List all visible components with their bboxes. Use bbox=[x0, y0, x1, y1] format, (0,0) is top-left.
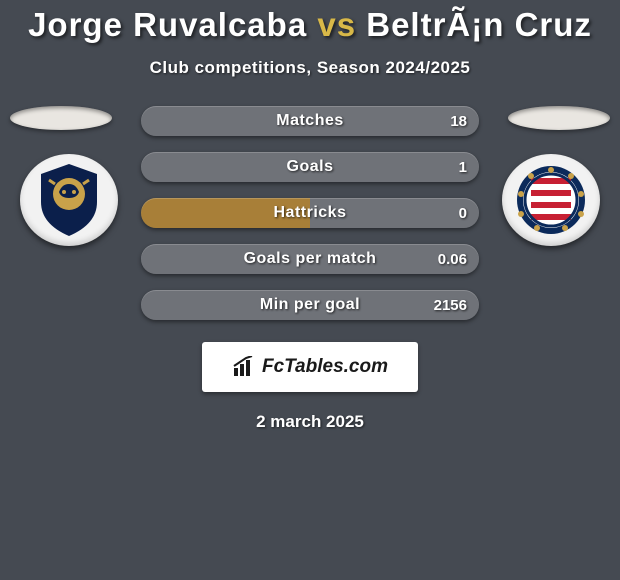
watermark-badge: FcTables.com bbox=[202, 342, 418, 392]
stat-value-right: 2156 bbox=[434, 297, 467, 314]
comparison-panel: Matches 18 Goals 1 Hattricks 0 Goals per match… bbox=[0, 106, 620, 432]
stat-row: Min per goal 2156 bbox=[141, 290, 479, 320]
stat-row: Matches 18 bbox=[141, 106, 479, 136]
stat-value-right: 0.06 bbox=[438, 251, 467, 268]
comparison-title: Jorge Ruvalcaba vs BeltrÃ¡n Cruz bbox=[0, 0, 620, 44]
watermark-text: FcTables.com bbox=[262, 356, 388, 378]
chivas-crest-icon bbox=[513, 162, 589, 238]
stats-list: Matches 18 Goals 1 Hattricks 0 Goals per match… bbox=[141, 106, 479, 320]
comparison-date: 2 march 2025 bbox=[0, 412, 620, 432]
stat-label: Hattricks bbox=[274, 204, 347, 222]
stat-label: Goals per match bbox=[244, 250, 377, 268]
player-1-club-badge bbox=[20, 154, 118, 246]
player-1-photo-placeholder bbox=[10, 106, 112, 130]
stat-row: Goals per match 0.06 bbox=[141, 244, 479, 274]
stat-row: Goals 1 bbox=[141, 152, 479, 182]
vs-separator: vs bbox=[317, 6, 356, 43]
stat-value-right: 18 bbox=[450, 113, 467, 130]
player-2-name: BeltrÃ¡n Cruz bbox=[366, 6, 592, 43]
stat-label: Matches bbox=[276, 112, 344, 130]
player-2-photo-placeholder bbox=[508, 106, 610, 130]
stat-label: Goals bbox=[287, 158, 334, 176]
player-1-name: Jorge Ruvalcaba bbox=[28, 6, 307, 43]
player-2-club-badge bbox=[502, 154, 600, 246]
competition-season-subtitle: Club competitions, Season 2024/2025 bbox=[0, 58, 620, 78]
stat-value-right: 0 bbox=[459, 205, 467, 222]
bar-chart-icon bbox=[232, 356, 258, 378]
stat-value-right: 1 bbox=[459, 159, 467, 176]
stat-label: Min per goal bbox=[260, 296, 360, 314]
pumas-crest-icon bbox=[37, 162, 101, 238]
stat-row: Hattricks 0 bbox=[141, 198, 479, 228]
